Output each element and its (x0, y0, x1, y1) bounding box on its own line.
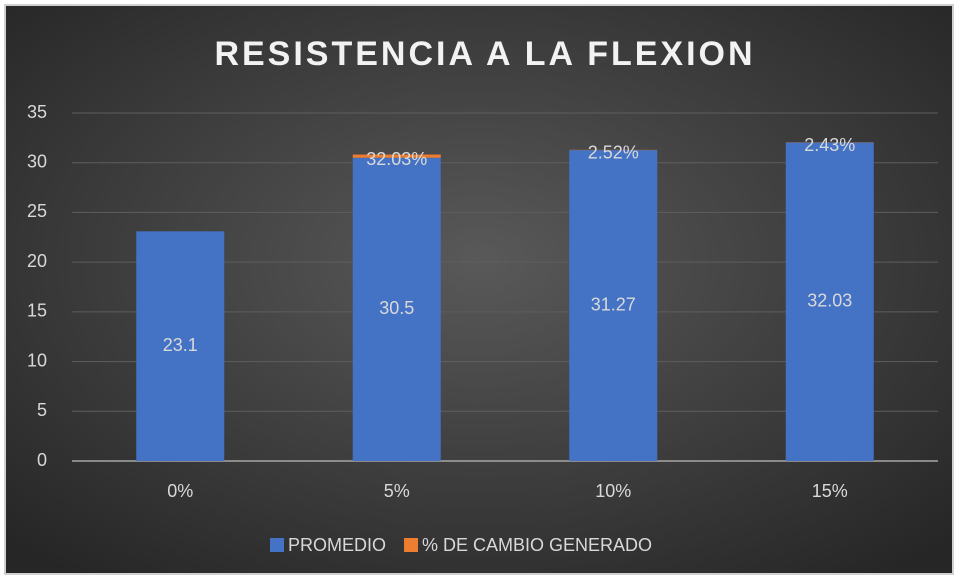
x-tick-label: 5% (384, 481, 410, 501)
y-tick-label: 5 (37, 400, 47, 420)
chart-title: RESISTENCIA A LA FLEXION (214, 35, 755, 73)
x-tick-label: 15% (812, 481, 848, 501)
legend-swatch (404, 538, 419, 552)
y-tick-label: 30 (27, 151, 47, 171)
bar-segment (785, 142, 874, 462)
data-label: 31.27 (591, 294, 636, 314)
data-label: 32.03% (366, 149, 427, 169)
y-tick-label: 15 (27, 301, 47, 321)
data-label: 23.1 (163, 335, 198, 355)
data-label: 2.43% (804, 135, 855, 155)
bar-segment (352, 154, 441, 158)
legend-label: % DE CAMBIO GENERADO (422, 535, 652, 555)
y-tick-label: 0 (37, 450, 47, 470)
y-tick-label: 35 (27, 102, 47, 122)
legend-swatch (270, 538, 284, 552)
bar-segment (136, 231, 225, 461)
x-tick-label: 0% (167, 481, 193, 501)
data-label: 32.03 (807, 291, 852, 311)
y-tick-label: 20 (27, 251, 47, 271)
x-tick-label: 10% (595, 481, 631, 501)
y-tick-label: 25 (27, 201, 47, 221)
bar-segment (569, 150, 658, 461)
data-label: 30.5 (379, 298, 414, 318)
bar-segment (352, 157, 441, 461)
data-label: 2.52% (588, 143, 639, 163)
legend-label: PROMEDIO (288, 535, 386, 555)
y-tick-label: 10 (27, 350, 47, 370)
